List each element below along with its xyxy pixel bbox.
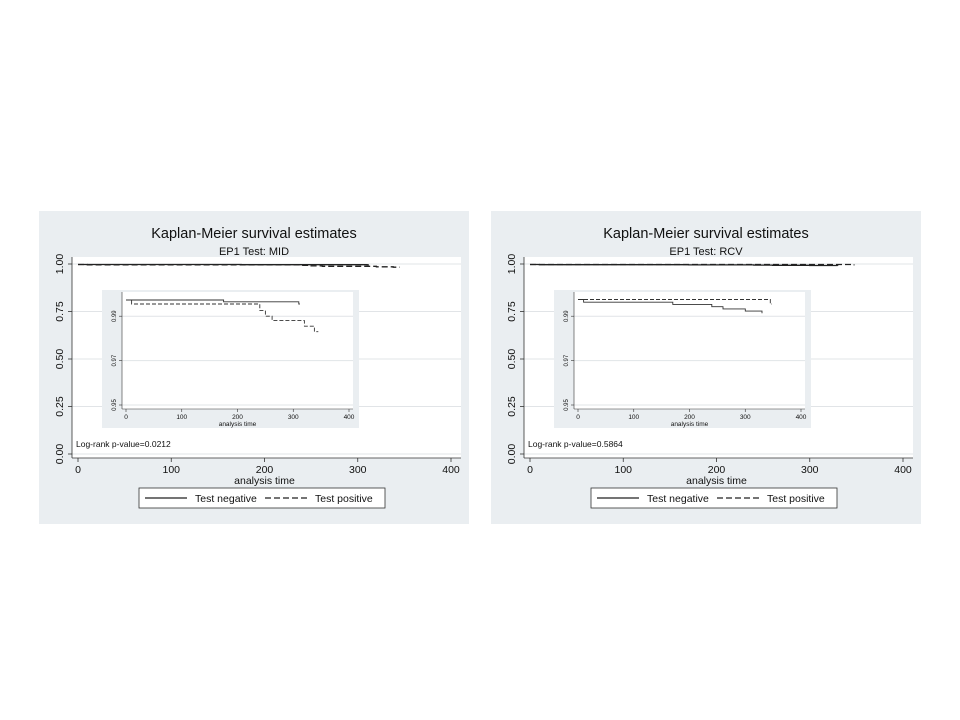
x-tick-label: 100: [614, 464, 632, 476]
x-tick-label: 400: [894, 464, 912, 476]
legend-label: Test negative: [195, 493, 257, 505]
chart-subtitle: EP1 Test: RCV: [669, 246, 743, 258]
x-tick-label: 0: [75, 464, 81, 476]
legend-box: [138, 487, 386, 509]
x-tick-label: 100: [162, 464, 180, 476]
km-chart-mid: Kaplan-Meier survival estimates EP1 Test:…: [39, 211, 469, 524]
inset-x-tick-label: 0: [124, 414, 128, 421]
inset-x-tick-label: 100: [628, 414, 639, 421]
legend-label: Test positive: [315, 493, 373, 505]
y-tick-label: 0.25: [54, 396, 66, 417]
y-tick-label: 0.75: [54, 301, 66, 322]
inset-plot-area: [574, 292, 805, 409]
chart-svg: Kaplan-Meier survival estimates EP1 Test:…: [491, 211, 921, 524]
inset-x-tick-label: 200: [232, 414, 243, 421]
y-tick-label: 0.25: [506, 396, 518, 417]
legend-label: Test negative: [647, 493, 709, 505]
chart-title: Kaplan-Meier survival estimates: [603, 226, 809, 242]
inset-y-tick-label: 0.97: [564, 354, 570, 366]
inset-x-tick-label: 300: [740, 414, 751, 421]
y-tick-label: 1.00: [506, 254, 518, 275]
inset-x-tick-label: 100: [176, 414, 187, 421]
inset-x-axis-label: analysis time: [219, 421, 257, 428]
y-tick-label: 1.00: [54, 254, 66, 275]
x-tick-label: 300: [801, 464, 819, 476]
inset-series-0-line: [126, 299, 300, 305]
inset-x-tick-label: 0: [576, 414, 580, 421]
inset-series-1-line: [578, 299, 772, 305]
y-tick-label: 0.75: [506, 301, 518, 322]
inset-y-tick-label: 0.95: [112, 399, 118, 411]
inset-x-tick-label: 300: [288, 414, 299, 421]
x-tick-label: 0: [527, 464, 533, 476]
y-tick-label: 0.50: [54, 349, 66, 370]
km-chart-rcv: Kaplan-Meier survival estimates EP1 Test:…: [491, 211, 921, 524]
y-tick-label: 0.00: [506, 444, 518, 465]
x-tick-label: 200: [256, 464, 274, 476]
chart-svg: Kaplan-Meier survival estimates EP1 Test:…: [39, 211, 469, 524]
inset-x-axis-label: analysis time: [671, 421, 709, 428]
y-tick-label: 0.00: [54, 444, 66, 465]
legend-label: Test positive: [767, 493, 825, 505]
x-axis-label: analysis time: [234, 475, 295, 487]
inset-series-1-line: [126, 299, 319, 333]
log-rank-annotation: Log-rank p-value=0.0212: [76, 439, 171, 449]
inset-x-tick-label: 400: [344, 414, 355, 421]
y-tick-label: 0.50: [506, 349, 518, 370]
x-tick-label: 400: [442, 464, 460, 476]
inset-y-tick-label: 0.99: [564, 310, 570, 322]
inset-series-0-line: [578, 299, 763, 314]
x-axis-label: analysis time: [686, 475, 747, 487]
x-tick-label: 300: [349, 464, 367, 476]
inset-plot-area: [122, 292, 353, 409]
x-tick-label: 200: [708, 464, 726, 476]
legend-box: [590, 487, 838, 509]
inset-x-tick-label: 400: [796, 414, 807, 421]
inset-y-tick-label: 0.95: [564, 399, 570, 411]
chart-subtitle: EP1 Test: MID: [219, 246, 289, 258]
log-rank-annotation: Log-rank p-value=0.5864: [528, 439, 623, 449]
chart-title: Kaplan-Meier survival estimates: [151, 226, 357, 242]
inset-y-tick-label: 0.99: [112, 310, 118, 322]
inset-x-tick-label: 200: [684, 414, 695, 421]
inset-y-tick-label: 0.97: [112, 354, 118, 366]
km-series-1-line: [78, 263, 400, 268]
